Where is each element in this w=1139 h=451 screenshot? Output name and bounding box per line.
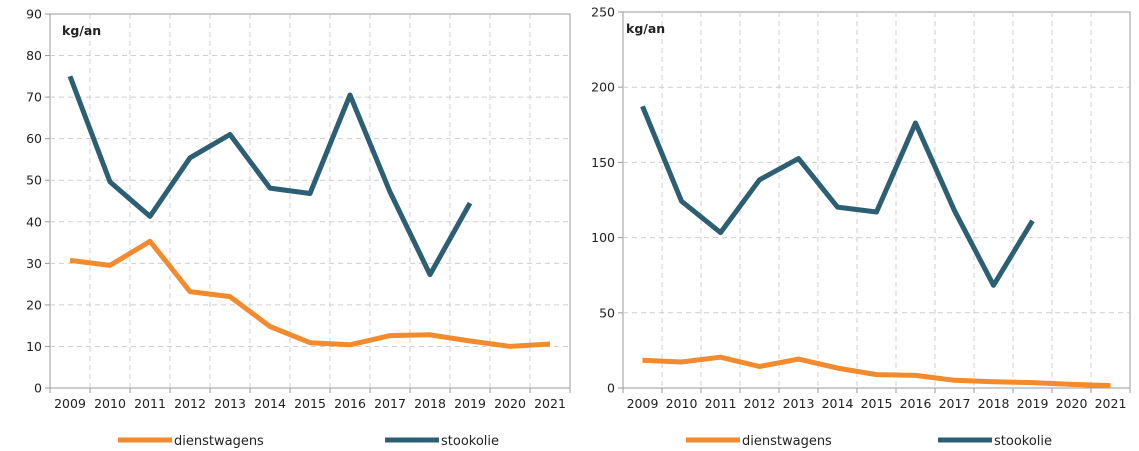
x-tick-label: 2018 <box>978 396 1010 411</box>
chart-right-svg: 0 50 100 150 200 250 2009 2010 2011 2012 2013 2014 2… <box>591 5 1131 449</box>
x-tick-label: 2010 <box>666 396 698 411</box>
y-tick-label: 100 <box>591 230 615 245</box>
x-tick-label: 2014 <box>822 396 854 411</box>
chart-left-svg: 0 10 20 30 40 50 60 70 80 90 2009 2010 2011 2012 2013 2… <box>26 7 571 449</box>
y-tick-label: 20 <box>26 297 42 312</box>
y-tick-label: 60 <box>26 131 42 146</box>
legend-label-dienstwagens: dienstwagens <box>174 434 264 449</box>
x-tick-label: 2019 <box>454 396 486 411</box>
x-tick-label: 2012 <box>174 396 206 411</box>
y-tick-label: 50 <box>26 173 42 188</box>
legend-label-stookolie: stookolie <box>441 434 499 449</box>
x-tick-label: 2014 <box>254 396 286 411</box>
x-tick-label: 2019 <box>1017 396 1049 411</box>
y-tick-label: 40 <box>26 214 42 229</box>
x-tick-label: 2013 <box>214 396 246 411</box>
x-tick-label: 2009 <box>54 396 86 411</box>
x-tick-label: 2011 <box>705 396 737 411</box>
y-tick-label: 200 <box>591 80 615 95</box>
plot-area-frame <box>49 13 571 389</box>
legend-label-dienstwagens: dienstwagens <box>742 434 832 449</box>
x-tick-label: 2021 <box>1095 396 1127 411</box>
plot-area-frame <box>622 11 1131 389</box>
y-tick-label: 150 <box>591 155 615 170</box>
y-tick-label: 0 <box>607 381 615 396</box>
x-tick-label: 2017 <box>374 396 406 411</box>
y-tick-label: 0 <box>34 381 42 396</box>
y-tick-label: 50 <box>599 305 615 320</box>
series-line-stookolie <box>640 105 1035 288</box>
x-tick-label: 2012 <box>744 396 776 411</box>
y-tick-label: 70 <box>26 90 42 105</box>
y-tick-label: 10 <box>26 339 42 354</box>
x-tick-label: 2016 <box>900 396 932 411</box>
series-line-stookolie <box>67 75 473 278</box>
y-unit-label: kg/an <box>62 23 101 38</box>
x-tick-label: 2018 <box>414 396 446 411</box>
x-tick-label: 2021 <box>534 396 566 411</box>
legend-label-stookolie: stookolie <box>994 434 1052 449</box>
series-line-dienstwagens <box>642 354 1111 389</box>
y-tick-label: 30 <box>26 256 42 271</box>
x-tick-label: 2015 <box>861 396 893 411</box>
x-tick-label: 2020 <box>494 396 526 411</box>
chart-left: 0 10 20 30 40 50 60 70 80 90 2009 2010 2011 2012 2013 2… <box>26 7 571 449</box>
x-tick-label: 2009 <box>627 396 659 411</box>
y-tick-label: 250 <box>591 5 615 20</box>
chart-right: 0 50 100 150 200 250 2009 2010 2011 2012 2013 2014 2… <box>578 0 1139 451</box>
x-tick-label: 2011 <box>134 396 166 411</box>
y-tick-label: 80 <box>26 48 42 63</box>
y-tick-label: 90 <box>26 7 42 22</box>
x-tick-label: 2017 <box>939 396 971 411</box>
series-line-dienstwagens <box>69 238 551 349</box>
x-tick-label: 2015 <box>294 396 326 411</box>
y-unit-label: kg/an <box>626 21 665 36</box>
x-tick-label: 2016 <box>334 396 366 411</box>
x-tick-label: 2013 <box>783 396 815 411</box>
x-tick-label: 2020 <box>1056 396 1088 411</box>
x-tick-label: 2010 <box>94 396 126 411</box>
